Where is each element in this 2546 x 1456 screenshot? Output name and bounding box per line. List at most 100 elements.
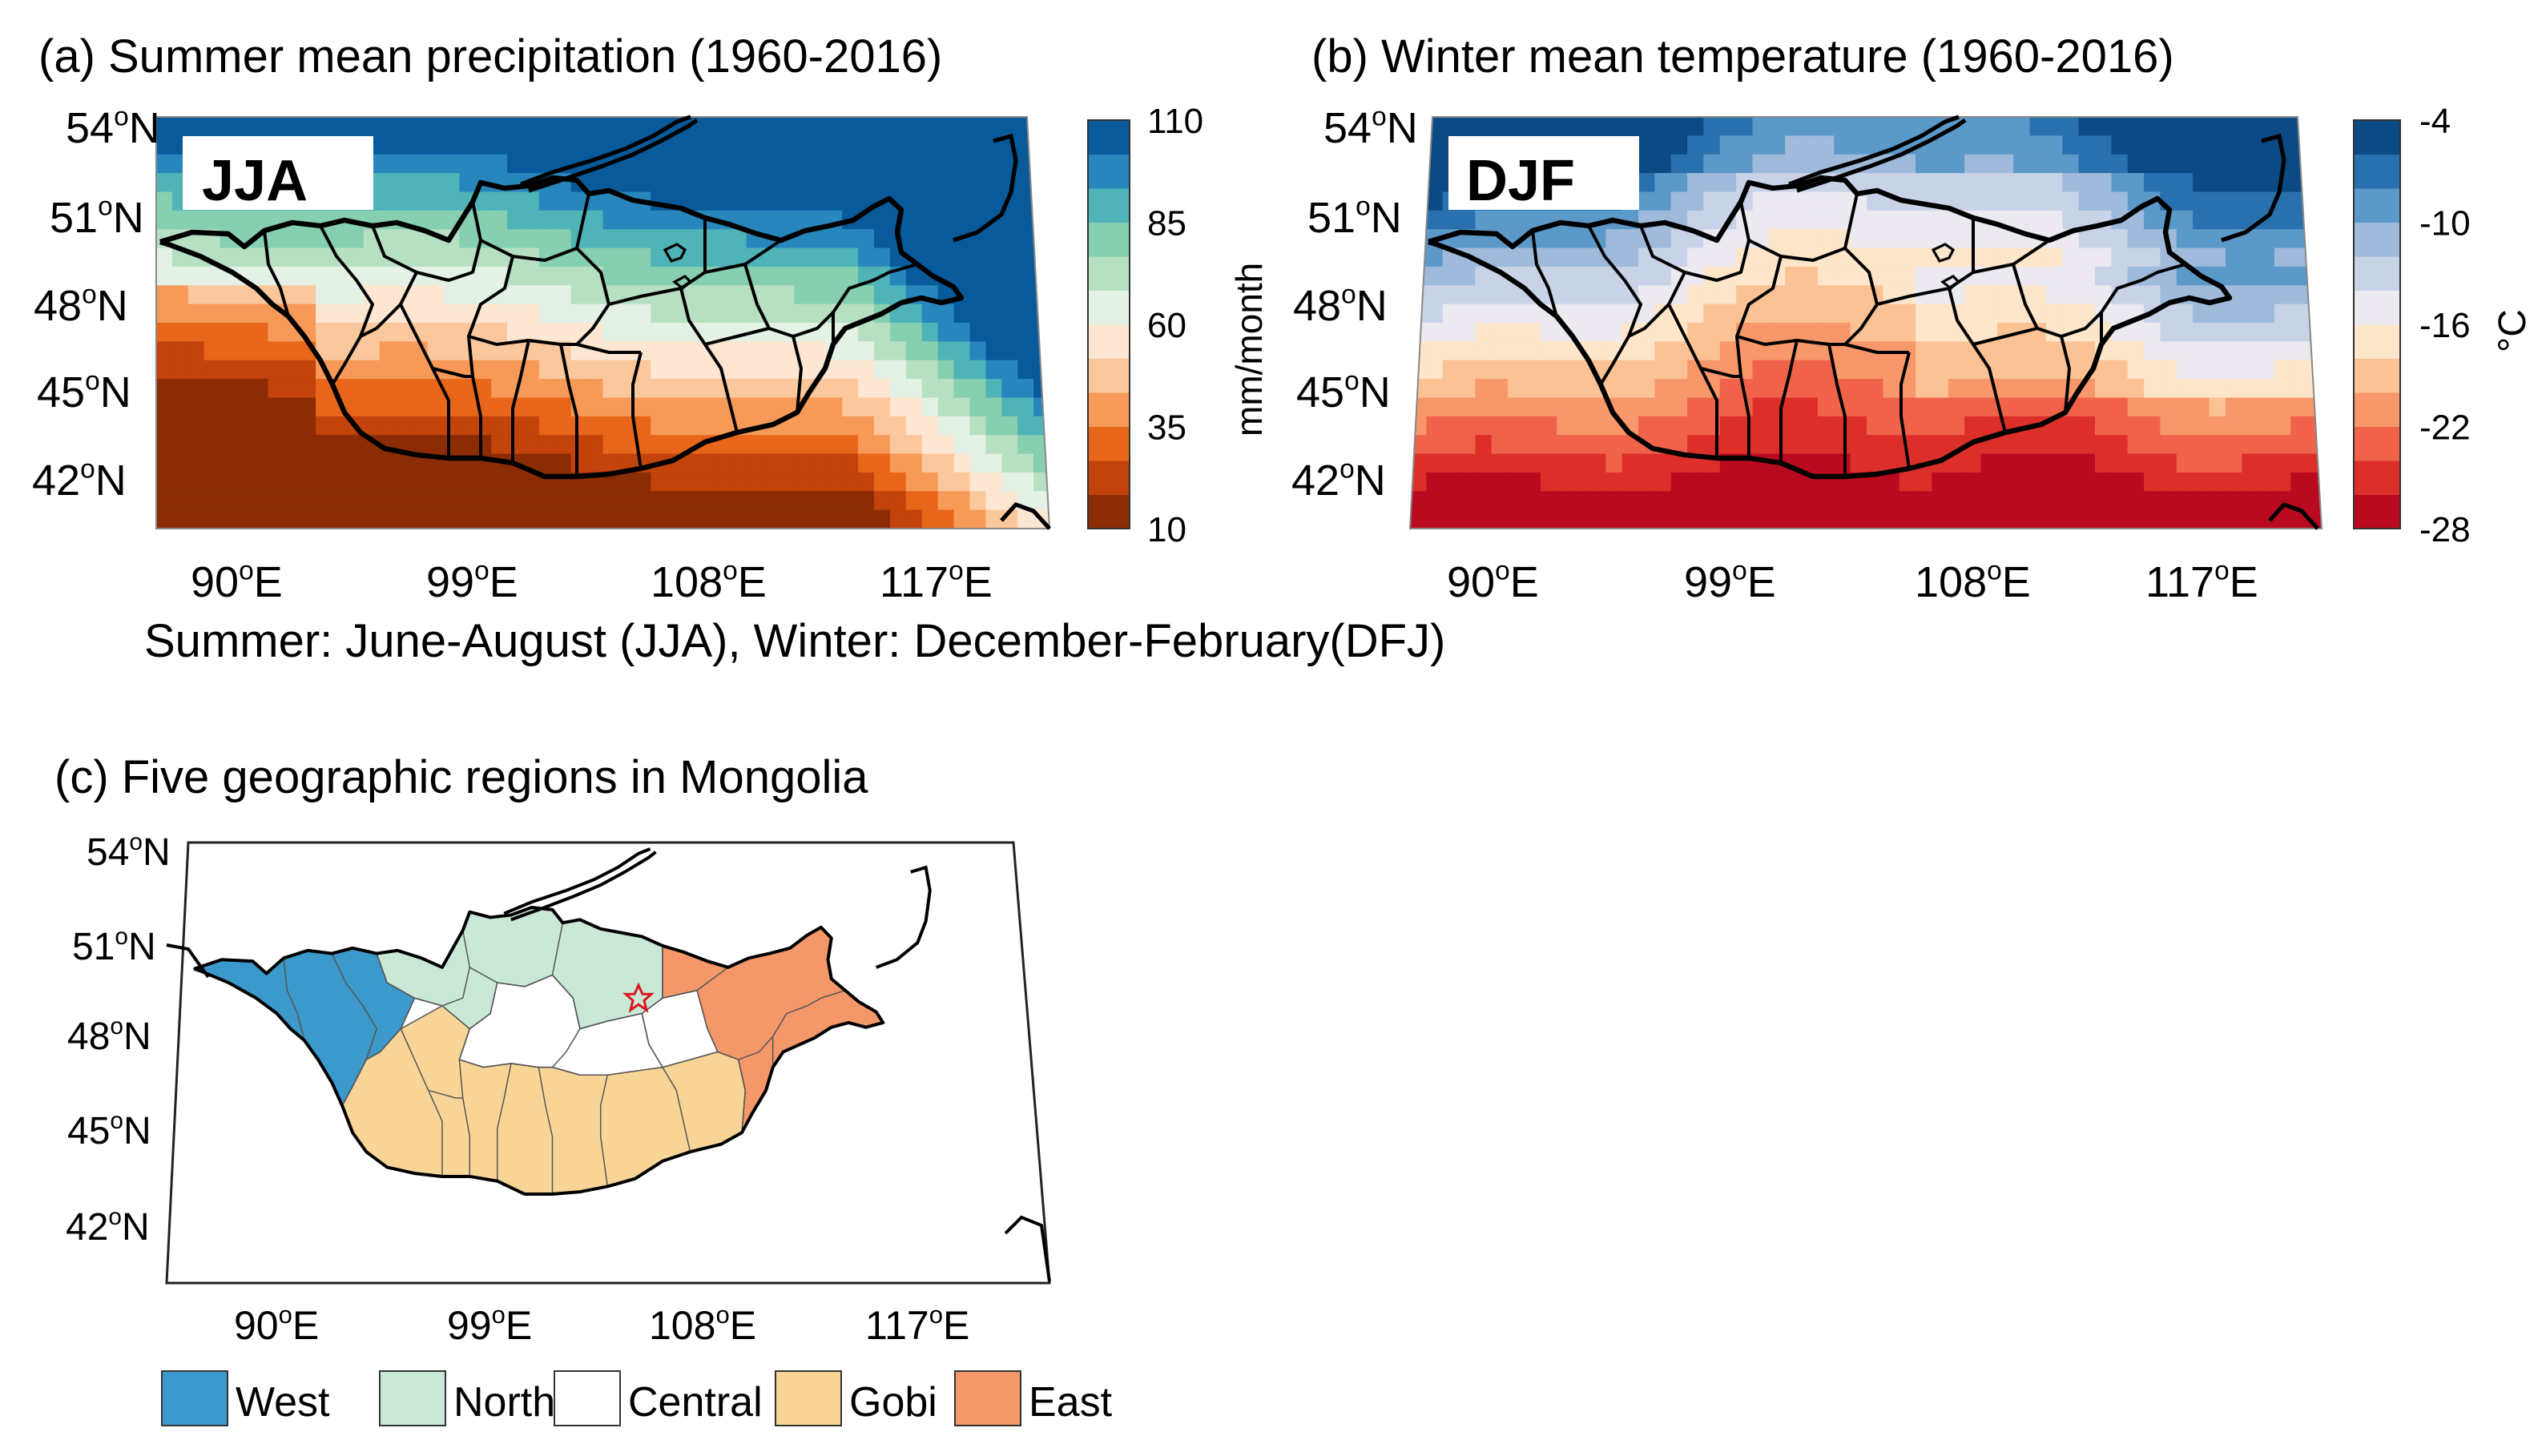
grid-cell [586,229,604,249]
grid-cell [730,323,747,342]
grid-cell [347,229,365,249]
grid-cell [794,210,811,230]
grid-cell [889,135,907,155]
grid-cell [778,210,795,230]
grid-cell [2193,397,2210,417]
grid-cell [1817,360,1835,380]
grid-cell [1817,285,1835,305]
grid-cell [794,509,811,529]
grid-cell [1638,341,1655,361]
grid-cell [602,135,619,155]
grid-cell [507,304,524,324]
grid-cell [316,379,332,399]
grid-cell [1017,229,1034,249]
grid-cell [1964,491,1982,511]
grid-cell [1996,285,2014,305]
grid-cell [2127,453,2145,473]
grid-cell [459,247,476,267]
grid-cell [874,509,891,529]
grid-cell [1834,285,1851,305]
grid-cell [2193,247,2210,267]
grid-cell [1752,191,1770,211]
grid-cell [1605,360,1623,380]
grid-cell [1033,472,1049,492]
grid-cell [858,472,875,492]
grid-cell [538,266,556,286]
grid-cell [762,247,780,267]
grid-cell [618,266,635,286]
grid-cell [443,416,460,436]
grid-cell [2193,453,2210,473]
grid-cell [1475,304,1493,324]
grid-cell [714,173,731,193]
grid-cell [300,472,316,492]
grid-cell [1017,453,1034,473]
grid-cell [411,135,429,155]
grid-cell [2258,266,2275,286]
grid-cell [826,247,843,267]
grid-cell [252,435,268,455]
grid-cell [443,117,460,136]
grid-cell [810,173,827,193]
grid-cell [810,509,827,529]
aimag-border [599,1075,609,1187]
grid-cell [2176,323,2194,342]
grid-cell [810,266,827,286]
lat-label: 45oN [67,1108,151,1152]
grid-cell [905,229,923,249]
grid-cell [1752,323,1770,342]
grid-cell [1719,435,1737,455]
grid-cell [1638,472,1655,492]
grid-cell [1557,266,1574,286]
grid-cell [2274,416,2291,436]
grid-cell [1768,323,1786,342]
grid-cell [2176,453,2194,473]
grid-cell [411,173,429,193]
grid-cell [1932,472,1949,492]
grid-cell [459,435,476,455]
grid-cell [171,453,189,473]
grid-cell [1621,247,1639,267]
aimag-border [1827,344,1847,477]
grid-cell [220,491,237,511]
grid-cell [762,435,780,455]
grid-cell [554,210,572,230]
grid-cell [2127,360,2145,380]
grid-cell [2193,360,2210,380]
grid-cell [2127,285,2145,305]
grid-cell [187,323,205,342]
grid-cell [2274,304,2291,324]
grid-cell [2029,323,2047,342]
grid-cell [2193,210,2210,230]
grid-cell [411,360,429,380]
grid-cell [953,416,970,436]
grid-cell [156,191,173,211]
grid-cell [778,247,795,267]
grid-cell [2176,173,2194,193]
grid-cell [667,379,683,399]
colorbar-tick-label: 110 [1147,102,1203,141]
grid-cell [2013,379,2031,399]
grid-cell [2078,266,2096,286]
grid-cell [379,491,397,511]
grid-cell [1687,304,1705,324]
grid-cell [1996,360,2014,380]
grid-cell [858,379,875,399]
grid-cell [1442,210,1460,230]
grid-cell [746,379,763,399]
grid-cell [1033,453,1049,473]
grid-cell [810,247,827,267]
grid-cell [778,491,795,511]
grid-cell [985,491,1002,511]
grid-cell [395,117,413,136]
grid-cell [1850,210,1867,230]
grid-cell [1817,191,1835,211]
colorbar-segment [1088,324,1130,359]
grid-cell [187,435,205,455]
grid-cell [1654,397,1672,417]
grid-cell [1687,154,1705,174]
grid-cell [554,491,572,511]
grid-cell [746,509,763,529]
grid-cell [1719,416,1737,436]
grid-cell [1980,191,1998,211]
